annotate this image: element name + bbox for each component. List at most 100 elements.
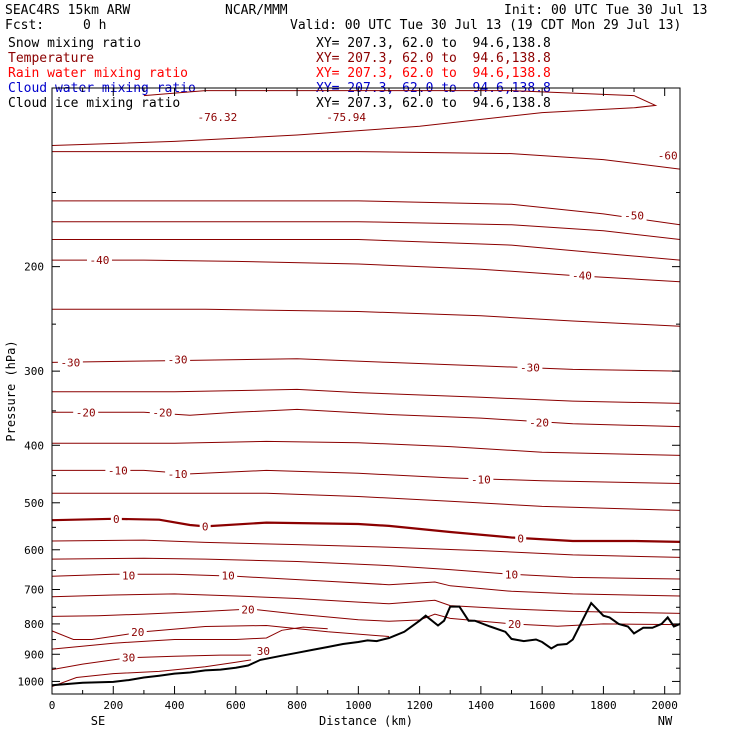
contour-label-bg — [515, 532, 527, 544]
contour-label-bg — [119, 651, 138, 663]
contour-label: -76.32 — [198, 111, 238, 124]
contour-label: 0 — [113, 513, 120, 526]
organization: NCAR/MMM — [225, 3, 288, 18]
forecast-label: Fcst: — [5, 18, 45, 33]
isotherm-line-0 — [52, 90, 658, 146]
contour-label-bg — [57, 356, 83, 368]
contour-label: -20 — [152, 406, 172, 419]
field-xy: XY= 207.3, 62.0 to 94.6,138.8 — [316, 51, 551, 66]
x-axis-label: Distance (km) — [319, 714, 413, 728]
contour-label: -30 — [60, 356, 80, 369]
x-tick-label: 1400 — [468, 699, 495, 712]
isotherm-line-21 — [52, 654, 252, 671]
forecast-hour: 0 h — [83, 18, 107, 33]
isotherm-line-13 — [52, 517, 680, 543]
x-tick-label: 1600 — [529, 699, 556, 712]
contour-label-bg — [621, 209, 647, 221]
y-tick-label: 700 — [24, 584, 44, 597]
plot-frame — [51, 87, 681, 695]
contour-label-bg — [219, 569, 238, 581]
contour-label-bg — [199, 520, 211, 532]
x-tick-label: 200 — [103, 699, 123, 712]
contour-label-bg — [110, 512, 122, 524]
x-tick-label: 1000 — [345, 699, 372, 712]
contour-label: -75.94 — [326, 111, 366, 124]
x-tick-label: 2000 — [651, 699, 678, 712]
field-name: Snow mixing ratio — [8, 36, 142, 51]
y-tick-label: 1000 — [18, 675, 45, 688]
contour-label-bg — [86, 254, 112, 266]
contour-label-bg — [73, 406, 99, 418]
y-tick-label: 200 — [24, 261, 44, 274]
contour-label: 10 — [122, 570, 135, 583]
contour-labels: -76.32 -75.94 -60 -50 -40 -40 -30 -30 -30 -20 -20 -… — [57, 111, 681, 665]
x-tick-label: 1200 — [406, 699, 433, 712]
isotherm-line-2 — [52, 200, 680, 226]
isotherm-line-18 — [52, 608, 680, 627]
isotherm-line-10 — [52, 440, 680, 456]
contour-label: 30 — [257, 645, 270, 658]
y-tick-label: 600 — [24, 544, 44, 557]
contour-label: -50 — [624, 209, 644, 222]
right-end-label: NW — [658, 714, 673, 728]
contour-label: -30 — [520, 362, 540, 375]
left-end-label: SE — [91, 714, 105, 728]
contour-label: 30 — [122, 652, 135, 665]
x-tick-label: 800 — [287, 699, 307, 712]
y-tick-label: 300 — [24, 365, 44, 378]
isotherm-line-16 — [52, 573, 680, 597]
isotherm-line-4 — [52, 239, 680, 261]
contour-label-bg — [502, 568, 521, 580]
contour-label-bg — [128, 625, 147, 637]
y-tick-label: 800 — [24, 618, 44, 631]
contour-label: -60 — [658, 150, 678, 163]
contour-label-bg — [569, 269, 595, 281]
isotherm-line-7 — [52, 358, 680, 372]
contour-label-bg — [254, 644, 273, 656]
contour-label: -40 — [572, 270, 592, 283]
field-xy: XY= 207.3, 62.0 to 94.6,138.8 — [316, 96, 551, 111]
isotherm-line-1 — [52, 151, 680, 170]
isotherm-line-20 — [52, 626, 328, 650]
contour-label: 20 — [131, 626, 144, 639]
isotherm-line-11 — [52, 469, 680, 484]
contour-label: 10 — [222, 570, 235, 583]
contour-label-bg — [468, 473, 494, 485]
contour-label: 20 — [241, 604, 254, 617]
contour-label: -10 — [108, 464, 128, 477]
contour-label: -10 — [168, 468, 188, 481]
y-tick-label: 500 — [24, 497, 44, 510]
contour-label: -40 — [90, 254, 110, 267]
contour-label-bg — [105, 464, 131, 476]
contour-label-bg — [194, 111, 241, 123]
contour-label: -30 — [168, 354, 188, 367]
isotherm-line-19 — [52, 624, 390, 640]
x-tick-label: 1800 — [590, 699, 617, 712]
contour-label: 0 — [202, 520, 209, 533]
field-xy: XY= 207.3, 62.0 to 94.6,138.8 — [316, 36, 551, 51]
contour-label: 10 — [505, 569, 518, 582]
y-tick-label: 900 — [24, 648, 44, 661]
contour-label: 0 — [517, 532, 524, 545]
isotherm-line-8 — [52, 388, 680, 404]
contour-label-bg — [149, 406, 175, 418]
isotherm-line-3 — [52, 221, 680, 240]
isotherm-line-12 — [52, 492, 680, 511]
isotherm-line-14 — [52, 539, 680, 558]
contour-label-bg — [239, 603, 258, 615]
temperature-contours — [52, 90, 680, 687]
isotherm-line-9 — [52, 408, 680, 428]
y-tick-label: 400 — [24, 439, 44, 452]
isotherm-line-22 — [52, 659, 252, 687]
contour-label: -20 — [529, 416, 549, 429]
x-tick-label: 0 — [49, 699, 56, 712]
x-tick-label: 600 — [226, 699, 246, 712]
init-time: Init: 00 UTC Tue 30 Jul 13 — [504, 3, 708, 18]
field-name: Temperature — [8, 51, 95, 66]
model-title: SEAC4RS 15km ARW — [5, 3, 131, 18]
contour-label-bg — [119, 569, 138, 581]
contour-label-bg — [165, 353, 191, 365]
contour-label-bg — [517, 361, 543, 373]
